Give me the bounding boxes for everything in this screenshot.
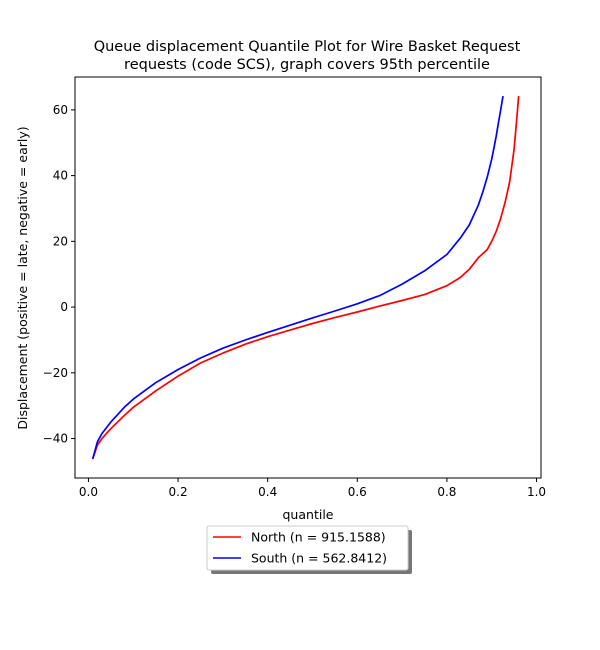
x-tick-label: 0.0 — [79, 485, 98, 499]
legend-box — [206, 525, 409, 571]
x-tick-label: 0.4 — [258, 485, 277, 499]
x-axis-label: quantile — [283, 507, 334, 522]
series-layer — [92, 95, 520, 460]
chart-title: Queue displacement Quantile Plot for Wir… — [94, 39, 521, 73]
y-axis-label: Displacement (positive = late, negative … — [15, 126, 30, 429]
x-axis-ticks: 0.0 0.2 0.4 0.6 0.8 1.0 — [79, 478, 546, 499]
y-tick-label: 60 — [53, 103, 68, 117]
y-axis-ticks: −40 −20 0 20 40 60 — [43, 103, 75, 446]
y-tick-label: 40 — [53, 169, 68, 183]
chart-title-line-1: Queue displacement Quantile Plot for Wir… — [94, 39, 521, 55]
x-tick-label: 1.0 — [527, 485, 546, 499]
y-tick-label: −20 — [43, 366, 68, 380]
legend-label-south: South (n = 562.8412) — [251, 551, 387, 566]
series-line-south — [92, 95, 504, 460]
x-tick-label: 0.6 — [348, 485, 367, 499]
series-line-north — [92, 95, 520, 460]
legend: North (n = 915.1588) South (n = 562.8412… — [206, 525, 412, 574]
x-tick-label: 0.8 — [437, 485, 456, 499]
chart-title-line-2: requests (code SCS), graph covers 95th p… — [124, 57, 490, 73]
plot-frame — [74, 76, 542, 479]
legend-label-north: North (n = 915.1588) — [251, 530, 386, 545]
y-tick-label: −40 — [43, 432, 68, 446]
y-tick-label: 20 — [53, 234, 68, 248]
y-tick-label: 0 — [60, 300, 68, 314]
x-tick-label: 0.2 — [169, 485, 188, 499]
